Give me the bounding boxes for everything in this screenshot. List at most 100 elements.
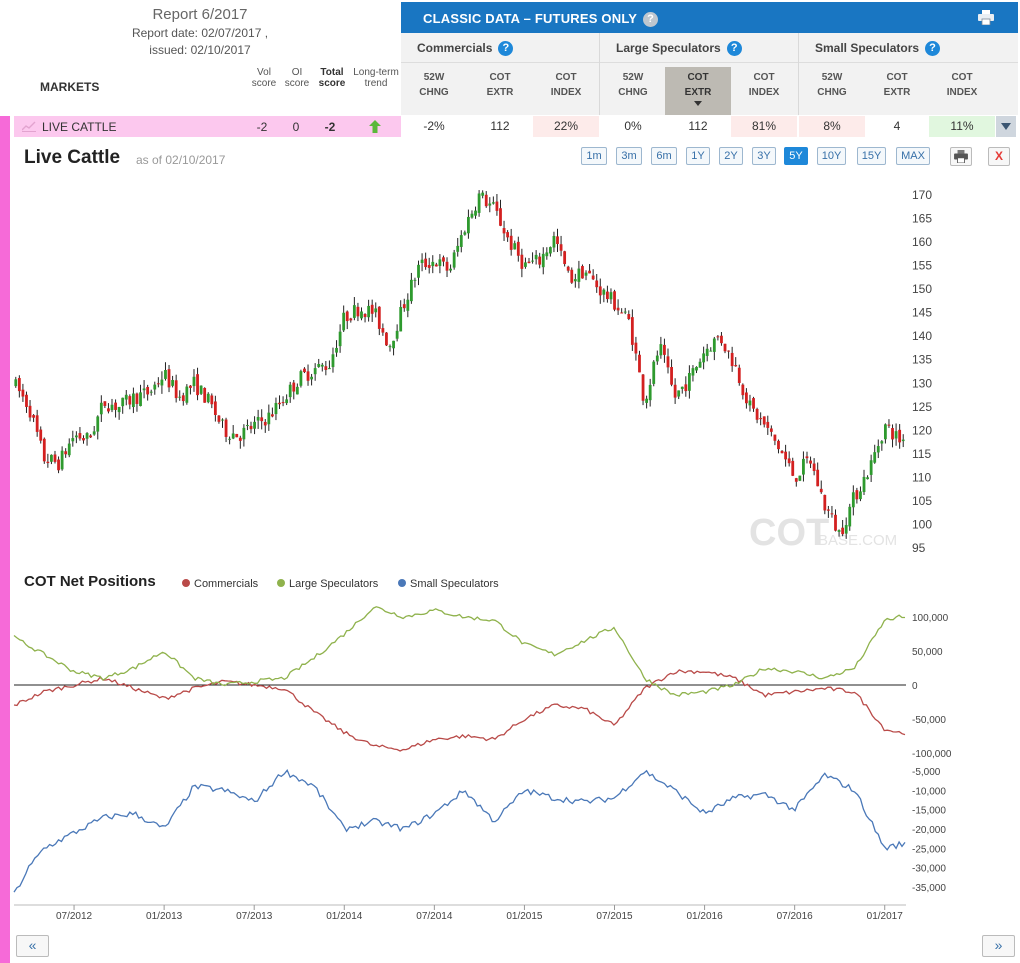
range-15y-button[interactable]: 15Y: [857, 147, 886, 165]
mini-chart-icon: [22, 121, 36, 132]
cot-axis: -100,000 -50,000 0 50,000 100,000: [14, 613, 952, 760]
market-name[interactable]: LIVE CATTLE: [42, 120, 117, 134]
col-head-line2: CHNG: [618, 87, 648, 98]
range-2y-button[interactable]: 2Y: [719, 147, 743, 165]
candle-body: [695, 366, 698, 371]
candle-body: [270, 414, 274, 417]
help-icon[interactable]: ?: [498, 41, 514, 57]
range-6m-button[interactable]: 6m: [651, 147, 677, 165]
candle-body: [606, 291, 609, 300]
group-commercials-label: Commercials: [417, 41, 493, 55]
candle-body: [556, 236, 559, 245]
col-com-52w-chng[interactable]: 52W CHNG: [401, 67, 467, 115]
candle-body: [734, 365, 738, 367]
candle-body: [60, 450, 64, 470]
print-icon[interactable]: [978, 10, 994, 25]
cell-ls-cot-extr: 112: [688, 119, 708, 133]
col-ss-cot-index[interactable]: COT INDEX: [929, 67, 995, 115]
candle-body: [723, 343, 727, 352]
col-com-cot-extr[interactable]: COT EXTR: [467, 67, 533, 115]
candle-body: [823, 494, 827, 511]
candle-body: [64, 451, 68, 455]
price-tick-label: 125: [912, 400, 932, 414]
candle-body: [57, 459, 60, 471]
candle-body: [830, 513, 834, 515]
candle-body: [263, 421, 267, 426]
candle-body: [434, 264, 438, 267]
selected-market-strip: [0, 116, 10, 963]
next-page-button[interactable]: »: [982, 935, 1015, 957]
range-10y-button[interactable]: 10Y: [817, 147, 846, 165]
col-com-cot-index[interactable]: COT INDEX: [533, 67, 599, 115]
candle-body: [663, 344, 666, 355]
candle-body: [702, 353, 706, 363]
range-3m-button[interactable]: 3m: [616, 147, 642, 165]
price-tick-label: 110: [912, 470, 931, 484]
candle-body: [374, 308, 378, 313]
legend-large-speculators[interactable]: Large Speculators: [277, 578, 378, 590]
candle-body: [363, 313, 367, 318]
candle-body: [99, 402, 103, 415]
col-ss-52w-chng[interactable]: 52W CHNG: [799, 67, 865, 115]
legend-commercials-label: Commercials: [194, 578, 259, 590]
candle-body: [146, 386, 150, 395]
price-tick-label: 155: [912, 259, 932, 273]
candle-body: [901, 439, 905, 442]
col-head-line1: COT: [753, 72, 775, 83]
range-1y-button[interactable]: 1Y: [686, 147, 710, 165]
help-icon[interactable]: ?: [726, 41, 742, 57]
chart-close-button[interactable]: X: [988, 147, 1010, 166]
candle-body: [96, 416, 100, 432]
small-spec-tick-label: -10,000: [912, 786, 946, 797]
help-icon[interactable]: ?: [925, 41, 941, 57]
candle-body: [381, 328, 385, 333]
candle-body: [780, 450, 784, 454]
trend-up-arrow-icon: [369, 120, 381, 133]
chart-print-button[interactable]: [950, 147, 972, 166]
range-3y-button[interactable]: 3Y: [752, 147, 776, 165]
range-5y-button[interactable]: 5Y: [784, 147, 808, 165]
col-ss-cot-extr[interactable]: COT EXTR: [864, 67, 930, 115]
candle-body: [14, 379, 18, 387]
candle-body: [231, 433, 235, 439]
candle-body: [873, 452, 877, 463]
price-candles: [14, 190, 905, 539]
row-expand-dropdown[interactable]: [996, 116, 1016, 137]
price-tick-label: 165: [912, 212, 932, 226]
range-max-button[interactable]: MAX: [896, 147, 930, 165]
previous-page-button[interactable]: «: [16, 935, 49, 957]
candle-body: [114, 402, 117, 410]
candle-body: [802, 458, 805, 475]
legend-small-speculators[interactable]: Small Speculators: [398, 578, 499, 590]
help-icon[interactable]: ?: [643, 12, 659, 28]
time-tick-label: 07/2014: [416, 911, 453, 922]
total-score-header-line1: Total: [320, 67, 344, 78]
candle-body: [484, 194, 488, 207]
col-ls-cot-index[interactable]: COT INDEX: [731, 67, 797, 115]
candle-body: [598, 286, 602, 296]
col-ls-52w-chng[interactable]: 52W CHNG: [600, 67, 666, 115]
candle-body: [862, 476, 866, 493]
group-divider: [599, 33, 600, 115]
candle-body: [46, 461, 50, 464]
small-spec-tick-label: -35,000: [912, 883, 946, 894]
group-large-speculators: Large Speculators?: [600, 33, 798, 63]
series-line-small-speculators: [13, 769, 906, 893]
candle-body: [826, 509, 830, 511]
col-ls-cot-extr-sorted[interactable]: COT EXTR: [665, 67, 731, 115]
candle-body: [25, 394, 28, 407]
market-row-live-cattle[interactable]: LIVE CATTLE -2 0 -2 -2% 112 22% 0% 112 8…: [14, 116, 1018, 137]
candle-body: [303, 368, 306, 373]
candle-body: [513, 243, 517, 250]
cell-ss-cot-extr: 4: [893, 119, 901, 133]
candle-body: [413, 279, 417, 281]
legend-commercials[interactable]: Commercials: [182, 578, 258, 590]
price-tick-label: 170: [912, 188, 932, 202]
candle-body: [121, 397, 125, 407]
candle-body: [35, 415, 39, 432]
range-1m-button[interactable]: 1m: [581, 147, 607, 165]
candle-body: [520, 254, 524, 269]
candle-body: [566, 266, 570, 271]
